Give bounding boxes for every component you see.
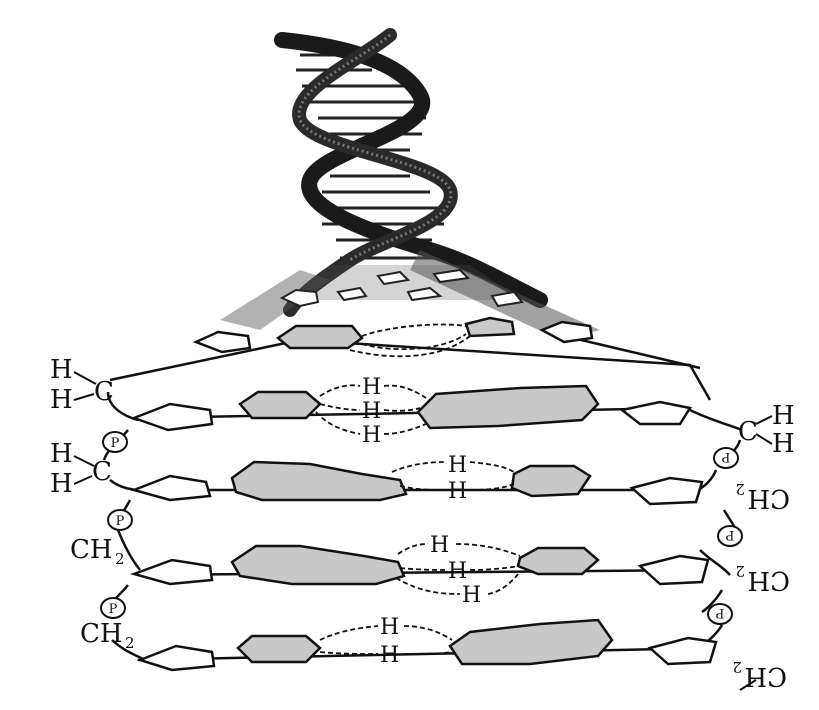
h-label: H <box>772 401 795 431</box>
phosphate-label: P <box>715 605 724 620</box>
sugar-top-left <box>192 330 252 354</box>
subscript-2: 2 <box>115 550 125 568</box>
h-label: H <box>380 615 399 640</box>
h-label: H <box>50 439 73 469</box>
base-top-b <box>464 316 516 338</box>
phosphate-left-1: P <box>102 431 128 453</box>
hydrogen-labels: H H H H H H H H H H <box>362 375 481 668</box>
h-label: H <box>50 385 73 415</box>
base-4-b <box>448 618 614 666</box>
phosphates: P P P P P P <box>100 431 743 625</box>
phosphate-right-3: P <box>707 603 733 625</box>
flare-bases <box>279 268 524 308</box>
phosphate-left-3: P <box>100 597 126 619</box>
sugar-2-left <box>130 474 212 502</box>
phosphate-label: P <box>109 602 118 617</box>
base-2-b <box>510 464 592 498</box>
phosphate-label: P <box>721 449 730 464</box>
phosphate-right-2: P <box>717 525 743 547</box>
subscript-2: 2 <box>125 634 135 652</box>
h-label: H <box>448 479 467 504</box>
base-1-a <box>238 390 322 420</box>
helix-strand-a <box>274 32 548 308</box>
sugar-top-right <box>539 320 594 344</box>
c-label: C <box>738 417 758 447</box>
subscript-2: 2 <box>732 658 742 676</box>
phosphate-right-1: P <box>713 447 739 469</box>
h-label: H <box>362 423 381 448</box>
phosphate-label: P <box>111 436 120 451</box>
sugar-2-right <box>629 476 704 506</box>
base-3-a <box>230 544 406 586</box>
h-label: H <box>448 559 467 584</box>
ladder <box>102 333 743 662</box>
c-label: C <box>92 457 112 487</box>
sugar-1-right <box>619 400 693 426</box>
sugar-4-left <box>136 644 216 672</box>
base-top-a <box>275 324 364 350</box>
base-4-a <box>236 634 322 664</box>
bases <box>230 316 614 666</box>
left-strand-labels: H H C H H C CH 2 CH 2 <box>50 355 135 652</box>
sugar-4-right <box>647 636 718 666</box>
phosphate-label: P <box>725 527 734 542</box>
sugar-3-right <box>637 554 710 586</box>
h-label: H <box>362 375 381 400</box>
sugar-3-left <box>129 558 214 586</box>
h-label: H <box>772 429 795 459</box>
phosphate-left-2: P <box>107 509 133 531</box>
base-2-a <box>230 460 408 502</box>
base-3-b <box>516 546 600 576</box>
right-strand-labels: C H H CH 2 CH 2 CH 2 <box>732 401 794 691</box>
sugar-1-left <box>130 402 214 432</box>
h-label: H <box>448 453 467 478</box>
h-label: H <box>430 533 449 558</box>
h-label: H <box>362 399 381 424</box>
c-label: C <box>94 377 114 407</box>
ch2-label: CH <box>80 619 123 649</box>
h-label: H <box>50 469 73 499</box>
top-frame <box>109 338 712 401</box>
ch2-label: CH <box>744 661 787 691</box>
hydrogen-bond-dashes <box>315 323 521 655</box>
ch2-label: CH <box>747 483 790 513</box>
ch2-label: CH <box>747 565 790 595</box>
sugars <box>129 320 718 672</box>
h-label: H <box>50 355 73 385</box>
ch2-label: CH <box>70 535 113 565</box>
subscript-2: 2 <box>735 480 745 498</box>
base-1-b <box>416 384 600 430</box>
rung-lines <box>137 406 713 662</box>
subscript-2: 2 <box>735 562 745 580</box>
h-label: H <box>462 583 481 608</box>
double-helix <box>220 28 600 340</box>
h-label: H <box>380 643 399 668</box>
phosphate-label: P <box>116 514 125 529</box>
